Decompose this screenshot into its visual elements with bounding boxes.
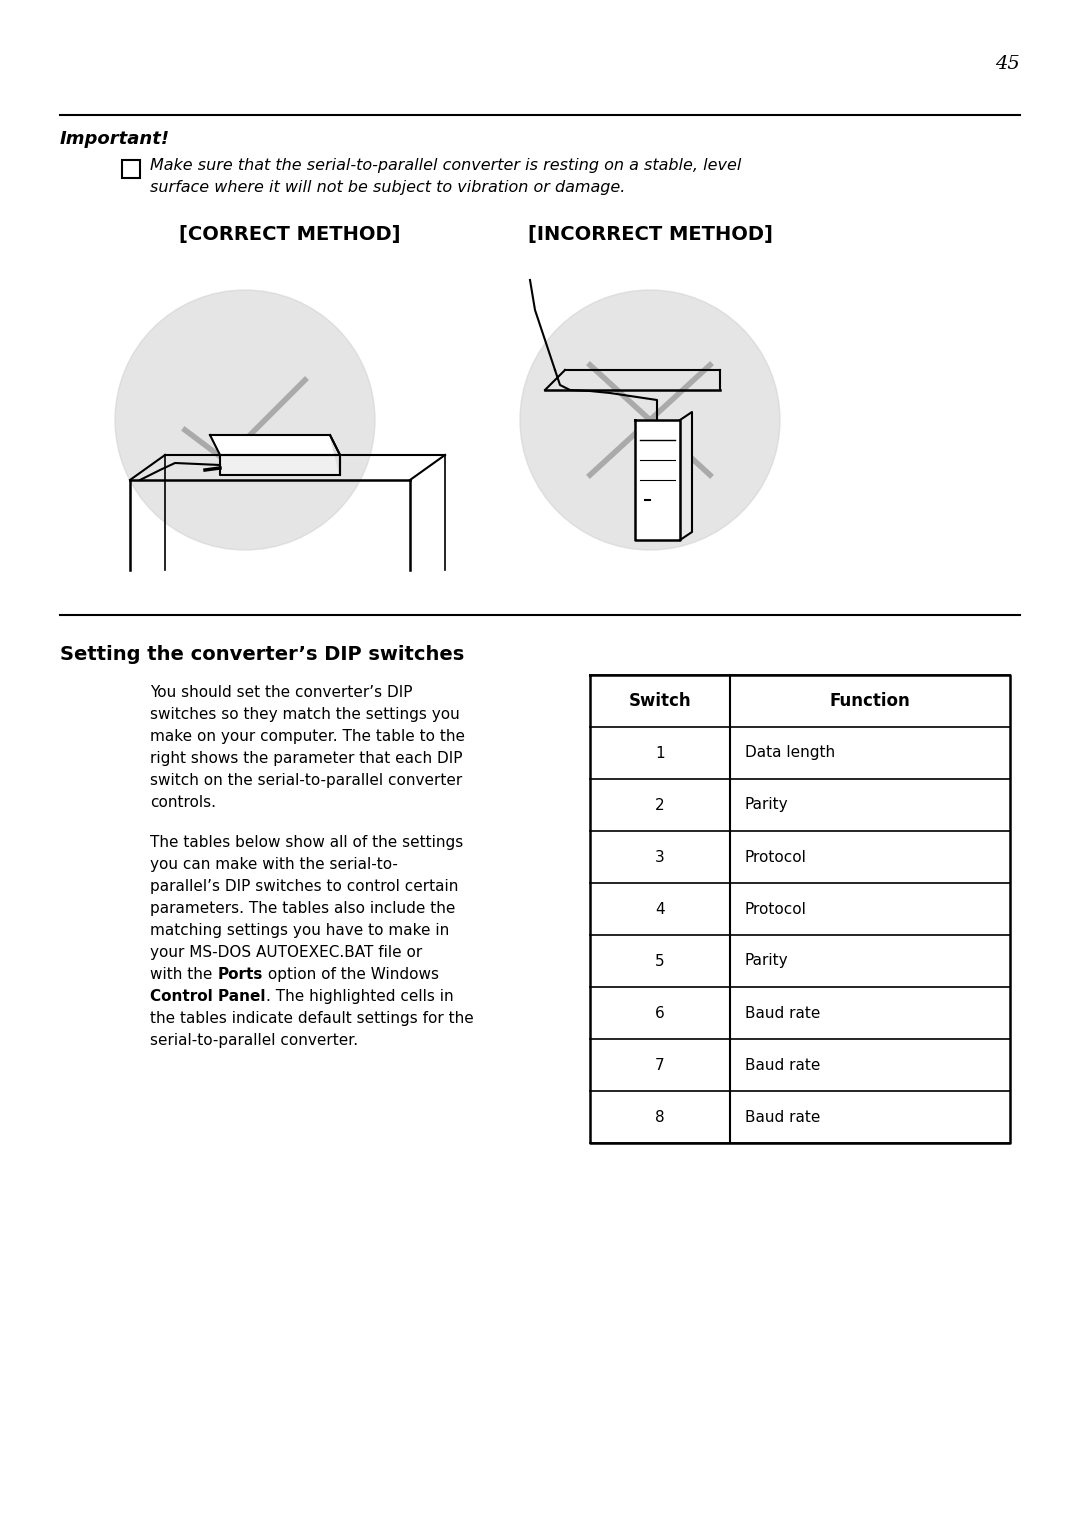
Text: controls.: controls. xyxy=(150,795,216,810)
Text: 4: 4 xyxy=(656,902,665,916)
Text: You should set the converter’s DIP: You should set the converter’s DIP xyxy=(150,685,413,700)
Text: Setting the converter’s DIP switches: Setting the converter’s DIP switches xyxy=(60,645,464,664)
Text: your MS-DOS AUTOEXEC.BAT file or: your MS-DOS AUTOEXEC.BAT file or xyxy=(150,945,422,960)
Text: Important!: Important! xyxy=(60,130,171,148)
Text: serial-to-parallel converter.: serial-to-parallel converter. xyxy=(150,1034,359,1047)
Text: with the: with the xyxy=(150,966,217,982)
Text: Baud rate: Baud rate xyxy=(745,1006,821,1020)
Text: Control Panel: Control Panel xyxy=(150,989,266,1005)
Text: Parity: Parity xyxy=(745,954,788,968)
FancyBboxPatch shape xyxy=(122,161,140,177)
Text: 7: 7 xyxy=(656,1058,665,1072)
Text: 5: 5 xyxy=(656,954,665,968)
Text: 8: 8 xyxy=(656,1110,665,1124)
Polygon shape xyxy=(680,411,692,540)
Circle shape xyxy=(519,291,780,550)
Text: The tables below show all of the settings: The tables below show all of the setting… xyxy=(150,835,463,850)
Polygon shape xyxy=(220,456,340,476)
Text: Function: Function xyxy=(829,693,910,709)
Text: Baud rate: Baud rate xyxy=(745,1058,821,1072)
Text: . The highlighted cells in: . The highlighted cells in xyxy=(266,989,454,1005)
Text: parameters. The tables also include the: parameters. The tables also include the xyxy=(150,901,456,916)
Text: switch on the serial-to-parallel converter: switch on the serial-to-parallel convert… xyxy=(150,774,462,787)
Text: 1: 1 xyxy=(656,746,665,760)
Text: 6: 6 xyxy=(656,1006,665,1020)
Text: 3: 3 xyxy=(656,850,665,864)
Text: parallel’s DIP switches to control certain: parallel’s DIP switches to control certa… xyxy=(150,879,458,894)
Text: Protocol: Protocol xyxy=(745,902,807,916)
Text: surface where it will not be subject to vibration or damage.: surface where it will not be subject to … xyxy=(150,180,625,196)
Text: right shows the parameter that each DIP: right shows the parameter that each DIP xyxy=(150,751,462,766)
Text: Switch: Switch xyxy=(629,693,691,709)
Text: make on your computer. The table to the: make on your computer. The table to the xyxy=(150,729,465,745)
Text: 2: 2 xyxy=(656,798,665,812)
Polygon shape xyxy=(635,420,680,540)
Text: 45: 45 xyxy=(996,55,1020,73)
Text: the tables indicate default settings for the: the tables indicate default settings for… xyxy=(150,1011,474,1026)
Polygon shape xyxy=(210,434,340,456)
Polygon shape xyxy=(330,434,340,476)
Text: [INCORRECT METHOD]: [INCORRECT METHOD] xyxy=(527,225,772,245)
Text: switches so they match the settings you: switches so they match the settings you xyxy=(150,706,460,722)
Text: Baud rate: Baud rate xyxy=(745,1110,821,1124)
Text: you can make with the serial-to-: you can make with the serial-to- xyxy=(150,856,397,872)
Circle shape xyxy=(114,291,375,550)
Text: Parity: Parity xyxy=(745,798,788,812)
Text: Ports: Ports xyxy=(217,966,262,982)
Text: Protocol: Protocol xyxy=(745,850,807,864)
Text: Make sure that the serial-to-parallel converter is resting on a stable, level: Make sure that the serial-to-parallel co… xyxy=(150,157,741,173)
Text: matching settings you have to make in: matching settings you have to make in xyxy=(150,924,449,937)
Text: Data length: Data length xyxy=(745,746,835,760)
Text: [CORRECT METHOD]: [CORRECT METHOD] xyxy=(179,225,401,245)
Text: option of the Windows: option of the Windows xyxy=(262,966,438,982)
